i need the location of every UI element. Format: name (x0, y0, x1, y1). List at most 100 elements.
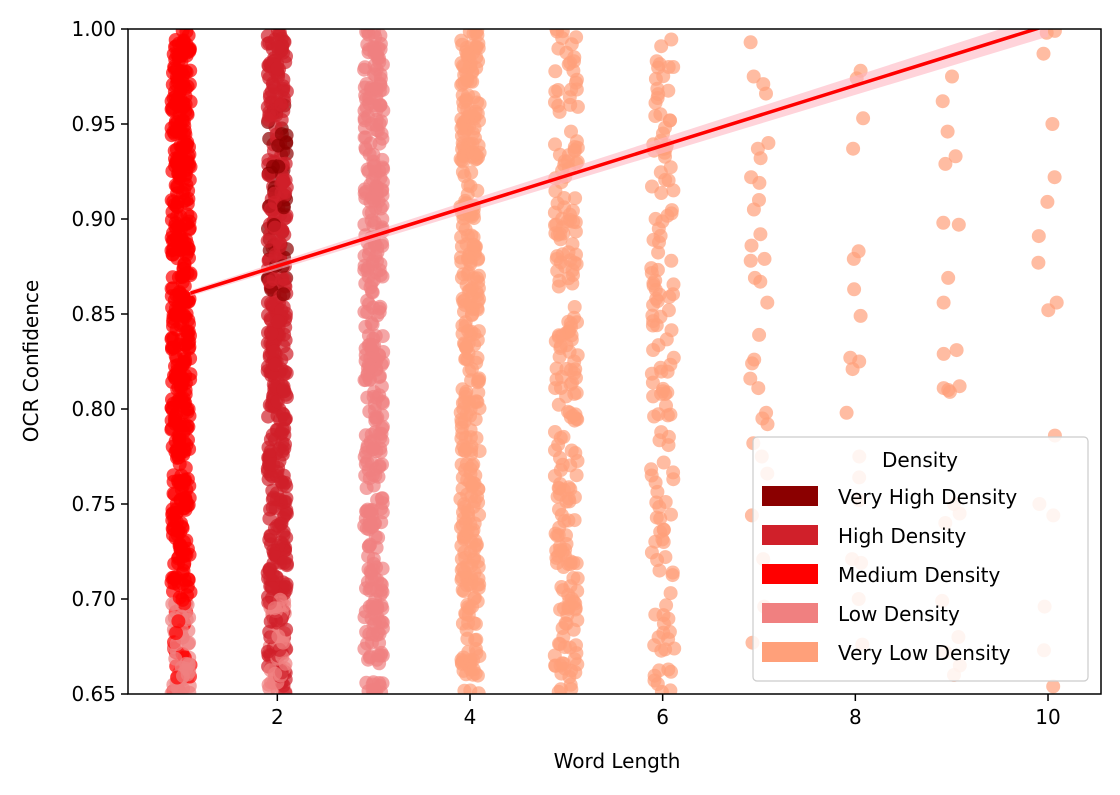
data-point (653, 228, 668, 243)
data-point (457, 337, 472, 352)
data-point (357, 248, 372, 263)
data-point (645, 375, 660, 390)
legend-label: Very High Density (838, 485, 1017, 509)
data-point (461, 178, 476, 193)
data-point (567, 50, 582, 65)
point-column-6 (644, 32, 682, 694)
data-point (276, 524, 291, 539)
data-point (373, 648, 388, 663)
data-point (372, 136, 387, 151)
data-point (663, 586, 678, 601)
data-point (370, 572, 385, 587)
data-point (360, 263, 375, 278)
data-point (555, 247, 570, 262)
data-point (646, 297, 661, 312)
data-point (260, 233, 275, 248)
data-point (358, 457, 373, 472)
data-point (645, 318, 660, 333)
legend-swatch (762, 486, 818, 506)
data-point (651, 87, 666, 102)
data-point (362, 599, 377, 614)
data-point (942, 384, 957, 399)
data-point (271, 138, 286, 153)
data-point (746, 69, 761, 84)
data-point (559, 338, 574, 353)
data-point (375, 615, 390, 630)
data-point (945, 69, 959, 84)
data-point (168, 307, 183, 322)
data-point (457, 545, 472, 560)
data-point (357, 182, 372, 197)
data-point (374, 426, 389, 441)
data-point (456, 561, 470, 576)
data-point (375, 329, 390, 344)
data-point (358, 468, 373, 483)
point-column-1 (164, 29, 198, 694)
data-point (166, 340, 180, 355)
data-point (1031, 255, 1046, 270)
data-point (264, 84, 279, 99)
data-point (358, 319, 373, 334)
data-point (760, 295, 775, 310)
data-point (362, 372, 377, 387)
data-point (569, 257, 584, 271)
data-point (659, 598, 674, 613)
data-point (179, 29, 194, 39)
data-point (652, 57, 667, 72)
data-point (743, 35, 758, 50)
x-tick-label: 2 (271, 705, 284, 729)
data-point (373, 78, 388, 93)
data-point (644, 261, 659, 276)
data-point (659, 332, 674, 347)
data-point (666, 183, 681, 198)
data-point (743, 253, 758, 268)
data-point (667, 641, 682, 656)
data-point (172, 416, 187, 431)
data-point (745, 356, 760, 371)
data-point (569, 385, 584, 400)
data-point (940, 124, 955, 139)
data-point (548, 84, 563, 99)
data-point (467, 565, 482, 580)
data-point (760, 417, 775, 432)
data-point (179, 48, 194, 63)
data-point (839, 405, 854, 420)
data-point (456, 211, 471, 226)
data-point (647, 409, 662, 424)
x-tick-label: 4 (464, 705, 477, 729)
regression-layer (190, 29, 1049, 297)
data-point (570, 657, 585, 672)
data-point (167, 556, 182, 571)
data-point (555, 31, 570, 46)
legend-swatch (762, 642, 818, 662)
data-point (358, 348, 373, 363)
y-tick-label: 0.75 (71, 492, 116, 516)
data-point (753, 151, 768, 166)
data-point (357, 80, 372, 95)
data-point (181, 432, 195, 447)
data-point (369, 122, 384, 137)
data-point (166, 319, 180, 334)
data-point (746, 202, 761, 217)
data-point (177, 573, 192, 588)
data-point (182, 635, 197, 650)
data-point (168, 651, 183, 666)
data-point (753, 227, 768, 242)
data-point (751, 381, 766, 396)
data-point (1031, 229, 1046, 244)
data-point (666, 472, 681, 487)
data-point (553, 543, 568, 558)
data-point (169, 637, 184, 652)
data-point (361, 652, 376, 667)
data-point (1046, 679, 1061, 694)
data-point (557, 200, 572, 215)
data-point (262, 511, 277, 526)
data-point (459, 40, 474, 55)
data-point (363, 280, 378, 295)
data-point (1045, 117, 1060, 131)
data-point (369, 90, 384, 105)
data-point (652, 563, 667, 578)
data-point (268, 220, 283, 235)
data-point (169, 199, 184, 214)
data-point (269, 613, 283, 628)
